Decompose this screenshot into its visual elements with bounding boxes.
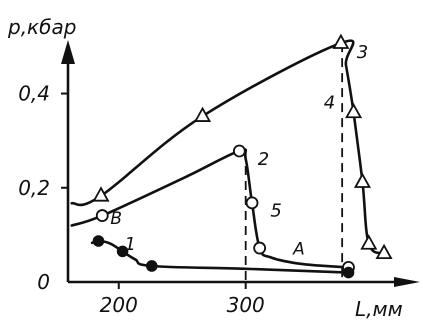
x-axis-label: L,мм [355,297,403,321]
curve-2-point [232,144,246,158]
curve-label-A: A [292,240,305,260]
ticks: 200 300 0 0,2 0,4 [18,82,265,317]
curve-label-4: 4 [324,93,335,114]
axes: p,кбар L,мм [7,15,420,321]
y-axis-arrow [61,40,75,64]
curve-label-2: 2 [258,149,269,170]
curve-1-point [92,235,105,247]
curve-1-point [145,260,158,272]
curve-2-point [95,209,109,222]
x-tick-label: 200 [100,293,138,317]
y-tick-label: 0 [37,270,50,294]
curve-1-point [342,266,355,279]
y-tick-label: 0,4 [18,82,50,106]
curve-3-line [70,39,386,255]
curve-label-1: 1 [124,234,135,255]
x-tick-label: 300 [227,293,265,317]
markers [92,33,393,279]
curve-1-point [116,245,129,258]
y-axis-label: p,кбар [7,15,76,39]
curve-2-point [245,196,259,210]
curves [70,39,386,274]
y-tick-label: 0,2 [18,176,50,200]
x-axis-arrow [394,277,420,287]
curve-3-point [92,186,110,202]
curve-2-line [70,148,350,269]
curve-labels: 1 2 3 4 5A B [110,42,368,259]
curve-label-3: 3 [357,42,368,63]
curve-3-point [194,106,212,122]
dashed-lines [244,43,344,282]
curve-3-point [345,102,363,119]
curve-label-5: 5 [270,201,281,222]
curve-label-B: B [110,209,122,229]
curve-2-point [253,241,267,255]
curve-3-point [375,243,393,260]
curve-3-point [360,234,378,250]
curve-3-point [332,33,350,49]
curve-3-point [353,172,371,188]
